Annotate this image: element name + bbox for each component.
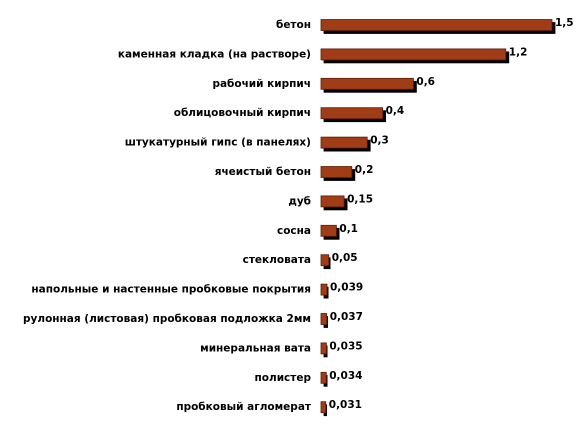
category-label: рабочий кирпич (212, 78, 311, 90)
bar (320, 254, 330, 267)
value-label: 0,15 (347, 193, 373, 205)
bar (320, 77, 414, 90)
bar (320, 342, 327, 355)
value-label: 0,039 (330, 282, 363, 294)
category-label: ячеистый бетон (215, 166, 311, 178)
category-label: дуб (288, 195, 311, 207)
category-label: каменная кладка (на растворе) (118, 48, 311, 60)
bar (320, 136, 368, 149)
category-label: минеральная вата (200, 342, 311, 354)
bar (320, 401, 327, 414)
value-label: 0,034 (329, 370, 362, 382)
bar (320, 313, 328, 325)
category-label: бетон (276, 19, 311, 31)
value-label: 1,2 (509, 46, 528, 58)
bar (320, 107, 383, 120)
bar (320, 224, 337, 237)
value-label: 0,3 (370, 135, 389, 147)
value-label: 0,05 (332, 252, 358, 264)
value-label: 1,5 (555, 17, 574, 29)
bar (320, 48, 507, 61)
category-label: полистер (255, 372, 312, 384)
bar (320, 371, 327, 384)
bar (320, 283, 328, 296)
value-label: 0,037 (330, 311, 363, 323)
category-label: пробковый агломерат (176, 401, 312, 413)
value-label: 0,6 (416, 76, 435, 88)
value-label: 0,4 (386, 105, 405, 117)
value-label: 0,2 (355, 164, 374, 176)
value-label: 0,031 (329, 399, 362, 411)
bar (320, 166, 353, 178)
value-label: 0,035 (329, 340, 362, 352)
value-label: 0,1 (339, 223, 358, 235)
category-label: стекловата (243, 254, 311, 266)
category-label: облицовочный кирпич (174, 107, 311, 119)
category-label: сосна (277, 225, 311, 237)
category-label: штукатурный гипс (в панелях) (125, 137, 311, 149)
category-label: напольные и настенные пробковые покрытия (31, 284, 311, 296)
bar (320, 195, 345, 208)
category-label: рулонная (листовая) пробковая подложка 2… (23, 313, 311, 325)
bar (320, 19, 553, 31)
